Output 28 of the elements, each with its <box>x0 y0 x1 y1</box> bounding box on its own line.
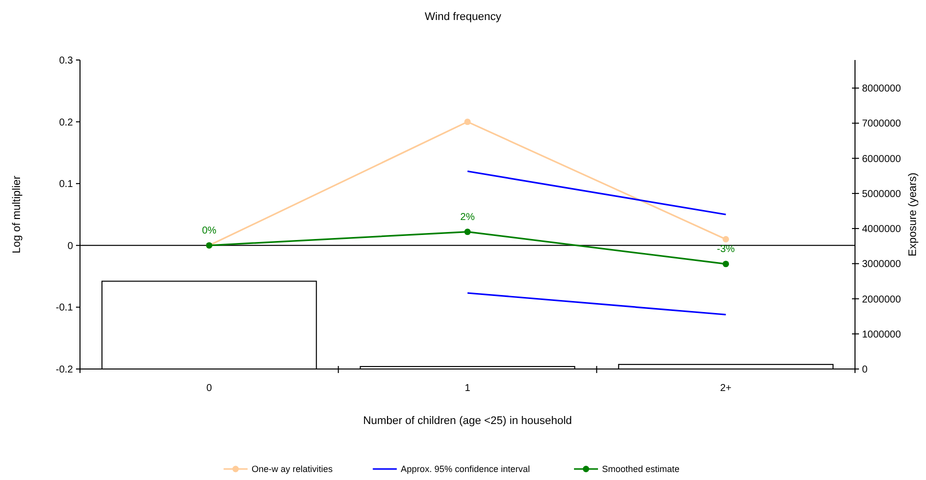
data-label: 0% <box>202 225 216 236</box>
y2-axis-title: Exposure (years) <box>907 172 919 256</box>
y2-tick-label: 4000000 <box>862 224 902 236</box>
y-tick-label: -0.1 <box>56 302 74 314</box>
y2-tick-label: 2000000 <box>862 294 902 306</box>
y2-tick-label: 6000000 <box>862 154 902 165</box>
y2-tick-label: 1000000 <box>862 329 902 340</box>
y2-tick-label: 8000000 <box>862 84 902 95</box>
y-tick-label: 0.3 <box>59 56 74 66</box>
data-label: 2% <box>460 212 475 223</box>
y2-tick-label: 5000000 <box>862 188 902 200</box>
y-tick-label: -0.2 <box>56 364 74 376</box>
data-label: -3% <box>716 244 735 255</box>
y-tick-label: 0 <box>67 240 74 252</box>
x-axis-title: Number of children (age <25) in household <box>363 415 572 427</box>
legend-label: Smoothed estimate <box>602 464 680 474</box>
y-axis-title: Log of multiplier <box>11 175 23 254</box>
chart-title: Wind frequency <box>424 11 502 23</box>
y-tick-label: 0.1 <box>59 179 74 190</box>
legend-label: One-w ay relativities <box>252 464 334 474</box>
legend-label: Approx. 95% confidence interval <box>400 464 530 474</box>
y2-tick-label: 0 <box>862 364 868 376</box>
y-tick-label: 0.2 <box>59 117 74 128</box>
y2-tick-label: 3000000 <box>862 259 902 270</box>
x-tick-label: 0 <box>206 383 212 394</box>
x-tick-label: 1 <box>464 383 471 394</box>
y2-tick-label: 7000000 <box>862 118 902 130</box>
x-tick-label: 2+ <box>720 383 732 394</box>
